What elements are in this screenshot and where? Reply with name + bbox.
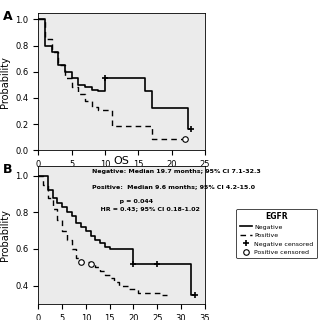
Text: A: A	[3, 10, 13, 23]
Title: OS: OS	[114, 156, 130, 166]
Text: B: B	[3, 163, 13, 176]
Text: Negative: Median 19.7 months; 95% CI 7.1-32.3

Positive:  Median 9.6 months; 95%: Negative: Median 19.7 months; 95% CI 7.1…	[92, 169, 260, 211]
Y-axis label: Probability: Probability	[0, 209, 10, 261]
Y-axis label: Probability: Probability	[0, 56, 10, 108]
X-axis label: Months: Months	[104, 175, 140, 185]
Legend: Negative, Positive, Negative censored, Positive censored: Negative, Positive, Negative censored, P…	[236, 209, 317, 258]
